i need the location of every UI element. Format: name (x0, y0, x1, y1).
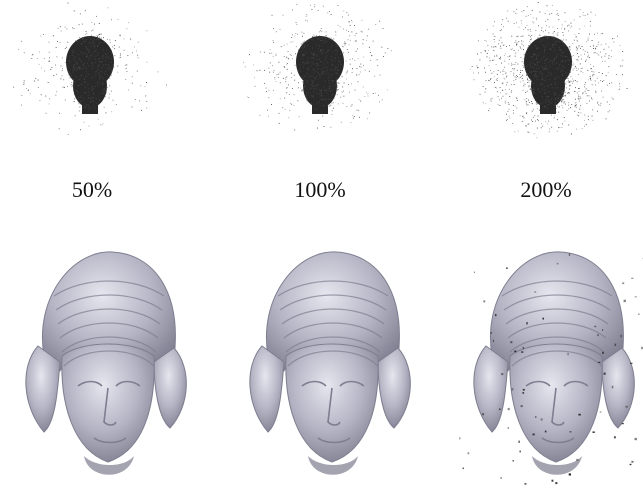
noise-level-label-50: 50% (71, 177, 113, 202)
reconstructed-head-200 (452, 236, 643, 488)
reconstructed-surface-image (249, 251, 411, 475)
noise-level-label-100: 100% (294, 177, 346, 202)
noisy-point-cloud-100 (234, 2, 406, 154)
noisy-point-cloud-image (243, 3, 392, 131)
reconstructed-surface-image (25, 251, 187, 475)
noisy-point-cloud-200 (462, 2, 634, 154)
noisy-point-cloud-image (13, 2, 167, 135)
noise-level-label-200: 200% (520, 177, 572, 202)
reconstructed-surface-image (459, 251, 643, 485)
reconstructed-head-100 (228, 236, 428, 488)
noisy-point-cloud-50 (4, 2, 176, 154)
noisy-point-cloud-image (469, 2, 628, 139)
reconstructed-head-50 (4, 236, 204, 488)
